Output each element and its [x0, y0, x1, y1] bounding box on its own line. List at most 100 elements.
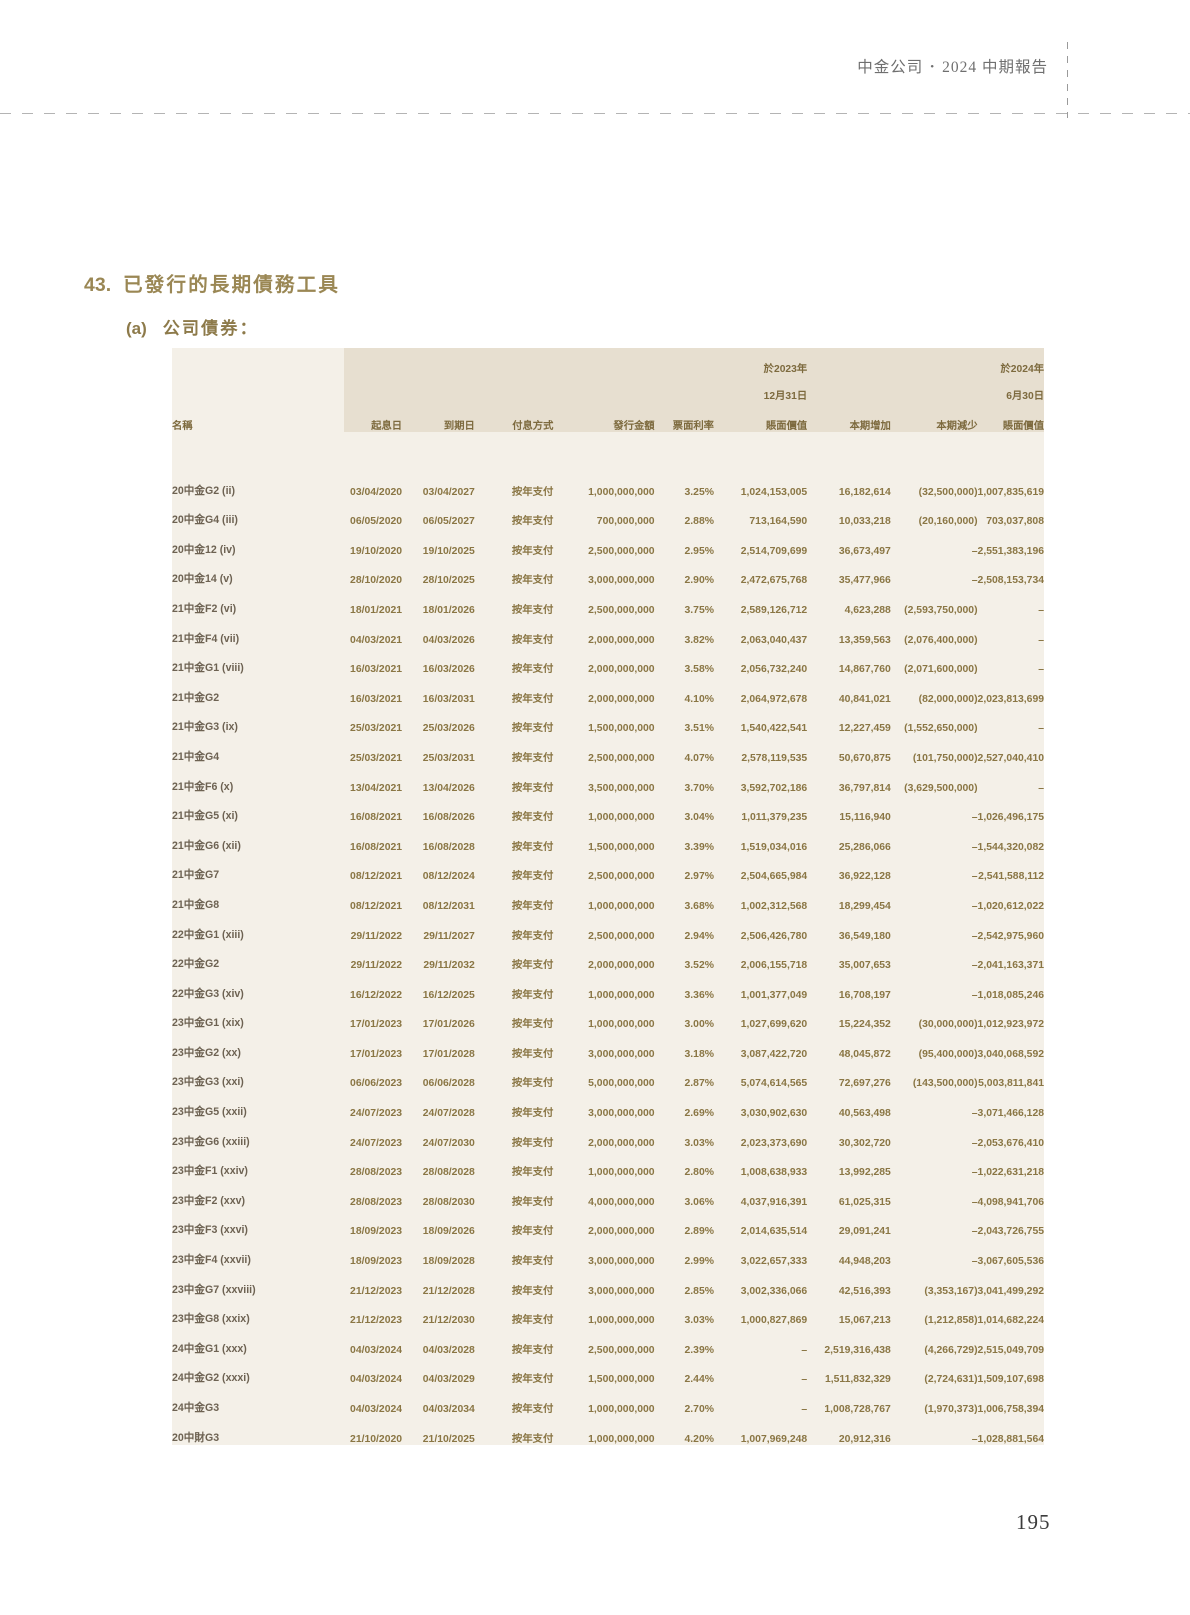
bond-value-cell: 按年支付	[511, 1167, 554, 1179]
bond-name-cell: 20中財G3	[172, 1431, 220, 1444]
bond-value-cell: 04/03/2026	[422, 634, 475, 646]
bond-value-cell: 06/05/2027	[422, 516, 475, 528]
bond-value-cell: –	[1038, 634, 1044, 646]
bond-name-cell: 23中金F2 (xxv)	[172, 1194, 246, 1207]
bond-value-cell: 4.10%	[684, 693, 714, 705]
table-row: 23中金F1 (xxiv) 28/08/2023 28/08/2028 按年支付 1,0…	[172, 1149, 1044, 1179]
bond-value-cell: 48,045,872	[838, 1048, 891, 1060]
column-header-book-value-2023: 賬面價值	[766, 421, 808, 432]
bond-value-cell: (2,593,750,000)	[904, 604, 978, 616]
header-spacer	[402, 375, 475, 402]
bond-value-cell: 2,514,709,699	[740, 545, 808, 557]
bond-value-cell: 2,064,972,678	[740, 693, 808, 705]
bond-value-cell: 18/01/2026	[422, 604, 475, 616]
bond-value-cell: 06/05/2020	[350, 516, 403, 528]
bond-name-cell: 23中金G2 (xx)	[172, 1046, 241, 1059]
bond-value-cell: 700,000,000	[596, 516, 655, 528]
bond-value-cell: 35,007,653	[838, 960, 891, 972]
bond-value-cell: (143,500,000)	[912, 1078, 978, 1090]
bond-value-cell: 18,299,454	[838, 900, 891, 912]
bond-name-cell: 23中金G5 (xxii)	[172, 1106, 247, 1119]
column-header-payment-method: 付息方式	[512, 421, 554, 432]
bond-value-cell: 2.99%	[684, 1256, 714, 1268]
bond-value-cell: 2.69%	[684, 1108, 714, 1120]
bond-value-cell: 1,026,496,175	[977, 812, 1044, 824]
bond-value-cell: 28/10/2025	[422, 575, 475, 587]
header-spacer	[402, 348, 475, 375]
bond-value-cell: –	[1038, 604, 1044, 616]
bond-value-cell: 3.52%	[684, 960, 714, 972]
bond-value-cell: 按年支付	[511, 960, 554, 972]
bond-value-cell: 1,000,000,000	[588, 1404, 655, 1415]
bond-value-cell: 28/08/2023	[350, 1167, 403, 1179]
running-head-report: 2024 中期報告	[942, 59, 1048, 76]
bond-name-cell: 21中金G8	[172, 898, 220, 911]
bond-value-cell: (3,353,167)	[924, 1285, 978, 1297]
bond-value-cell: 3,030,902,630	[740, 1108, 808, 1120]
bond-value-cell: 25/03/2031	[422, 752, 475, 764]
bond-value-cell: 2,527,040,410	[977, 752, 1044, 764]
bond-value-cell: 04/03/2024	[350, 1344, 403, 1356]
bond-value-cell: 3,040,068,592	[977, 1048, 1044, 1060]
bond-value-cell: 2,472,675,768	[740, 575, 808, 587]
column-header-start-date: 起息日	[371, 421, 403, 432]
bond-value-cell: 713,164,590	[749, 516, 808, 528]
bond-value-cell: 3.75%	[684, 604, 714, 616]
bond-value-cell: 1,014,682,224	[977, 1315, 1044, 1327]
bond-value-cell: 按年支付	[511, 1226, 554, 1238]
bond-name-cell: 20中金G2 (ii)	[172, 484, 235, 497]
bond-value-cell: 1,028,881,564	[977, 1433, 1044, 1445]
bond-value-cell: 3.51%	[684, 723, 714, 735]
bond-value-cell: 21/12/2028	[422, 1285, 475, 1297]
bond-name-cell: 23中金G3 (xxi)	[172, 1076, 244, 1089]
bond-name-cell: 21中金G7	[172, 869, 220, 882]
table-row: 22中金G1 (xiii) 29/11/2022 29/11/2027 按年支付 2,5…	[172, 912, 1044, 942]
bond-value-cell: 08/12/2021	[350, 871, 403, 883]
bond-value-cell: 2.97%	[684, 871, 714, 883]
header-spacer	[475, 348, 554, 375]
bond-value-cell: 16/03/2021	[350, 664, 403, 676]
bond-value-cell: 25,286,066	[838, 841, 891, 853]
bond-value-cell: 按年支付	[511, 841, 554, 853]
column-header-issue-amount: 發行金額	[613, 421, 655, 432]
bond-value-cell: (82,000,000)	[918, 693, 978, 705]
bond-value-cell: 25/03/2021	[350, 752, 403, 764]
bond-value-cell: 4,098,941,706	[977, 1196, 1044, 1208]
bond-value-cell: –	[971, 545, 978, 557]
bond-value-cell: –	[971, 1167, 978, 1179]
bond-value-cell: 25/03/2026	[422, 723, 475, 735]
bond-value-cell: 50,670,875	[838, 752, 891, 764]
bond-value-cell: 03/04/2020	[350, 486, 403, 498]
bond-value-cell: 1,012,923,972	[977, 1019, 1044, 1031]
running-head-company: 中金公司	[857, 59, 924, 76]
bond-value-cell: –	[1038, 664, 1044, 676]
bond-value-cell: 2.87%	[684, 1078, 714, 1090]
bond-value-cell: 2,519,316,438	[824, 1344, 891, 1356]
header-spacer	[553, 348, 654, 375]
bond-value-cell: 17/01/2028	[422, 1048, 475, 1060]
table-row: 24中金G1 (xxx) 04/03/2024 04/03/2028 按年支付 2,50…	[172, 1326, 1044, 1356]
header-dashed-rule	[0, 113, 1190, 114]
bond-name-cell: 23中金F4 (xxvii)	[172, 1254, 251, 1267]
bond-value-cell: 16,182,614	[838, 486, 891, 498]
bond-value-cell: 15,116,940	[839, 812, 891, 824]
spacer-cell	[172, 432, 1044, 468]
bond-name-cell: 21中金F2 (vi)	[172, 602, 237, 615]
bond-value-cell: 2.80%	[684, 1167, 714, 1179]
table-row: 21中金F4 (vii) 04/03/2021 04/03/2026 按年支付 2,00…	[172, 616, 1044, 646]
bond-table-container: 於2023年 於2024年 12月31日 6月30日 名稱 起息日	[172, 348, 1044, 1445]
bond-value-cell: 2,508,153,734	[977, 575, 1044, 587]
table-row: 21中金F6 (x) 13/04/2021 13/04/2026 按年支付 3,500,…	[172, 764, 1044, 794]
bond-value-cell: 04/03/2024	[350, 1404, 403, 1415]
bond-value-cell: 1,008,728,767	[824, 1404, 891, 1415]
bond-value-cell: 2,506,426,780	[740, 930, 808, 942]
bond-value-cell: 1,000,000,000	[588, 486, 655, 498]
bond-value-cell: (3,629,500,000)	[904, 782, 978, 794]
bond-value-cell: 72,697,276	[838, 1078, 891, 1090]
bond-value-cell: 04/03/2028	[422, 1344, 475, 1356]
bond-value-cell: 5,000,000,000	[588, 1078, 655, 1090]
bond-name-cell: 23中金G8 (xxix)	[172, 1313, 250, 1326]
bond-value-cell: 2,500,000,000	[588, 752, 655, 764]
bond-value-cell: 按年支付	[511, 752, 554, 764]
header-spacer	[891, 348, 978, 375]
